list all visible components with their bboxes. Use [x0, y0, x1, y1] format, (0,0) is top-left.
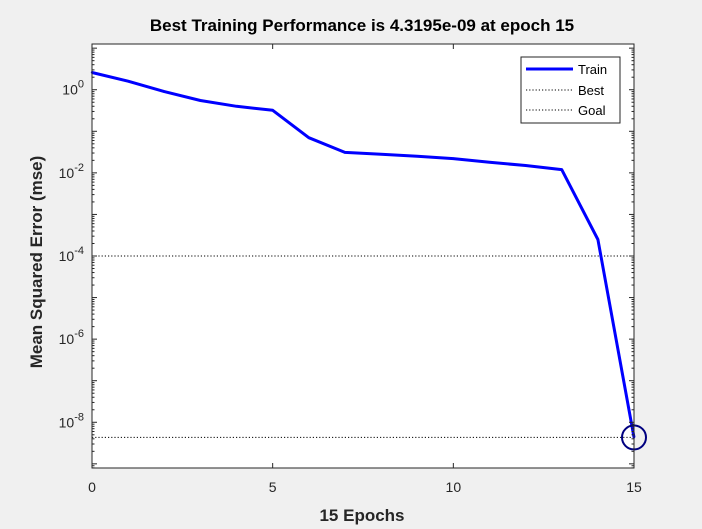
- data-point: [416, 155, 419, 158]
- data-point: [560, 168, 563, 171]
- data-point: [235, 105, 238, 108]
- y-tick-label: 10-8: [59, 411, 84, 430]
- y-tick-label: 10-6: [59, 328, 84, 347]
- x-tick-label: 15: [626, 479, 642, 495]
- x-axis-label: 15 Epochs: [319, 506, 404, 525]
- data-point: [343, 151, 347, 154]
- data-point: [488, 161, 491, 164]
- y-tick-label: 10-4: [59, 245, 84, 264]
- legend: Train Best Goal: [520, 56, 621, 124]
- legend-best-label: Best: [578, 83, 604, 98]
- data-point: [596, 238, 600, 241]
- data-point: [524, 164, 527, 167]
- legend-goal-label: Goal: [578, 103, 606, 118]
- data-point: [452, 157, 455, 160]
- chart-title: Best Training Performance is 4.3195e-09 …: [150, 16, 574, 35]
- y-tick-label: 100: [62, 79, 84, 98]
- x-tick-label: 5: [269, 479, 277, 495]
- y-tick-label: 10-2: [59, 162, 84, 181]
- legend-train-label: Train: [578, 62, 607, 77]
- data-point: [307, 136, 310, 139]
- data-point: [379, 153, 383, 156]
- data-point: [163, 90, 166, 93]
- data-point: [271, 109, 274, 112]
- series-layer: [90, 71, 636, 439]
- series-line-train: [91, 71, 636, 438]
- data-point: [199, 99, 202, 102]
- x-tick-label: 10: [446, 479, 462, 495]
- y-axis-label: Mean Squared Error (mse): [27, 156, 46, 369]
- x-tick-label: 0: [88, 479, 96, 495]
- data-point: [126, 80, 130, 83]
- y-axis-ticks: 100 10-2 10-4 10-6 10-8: [59, 47, 634, 469]
